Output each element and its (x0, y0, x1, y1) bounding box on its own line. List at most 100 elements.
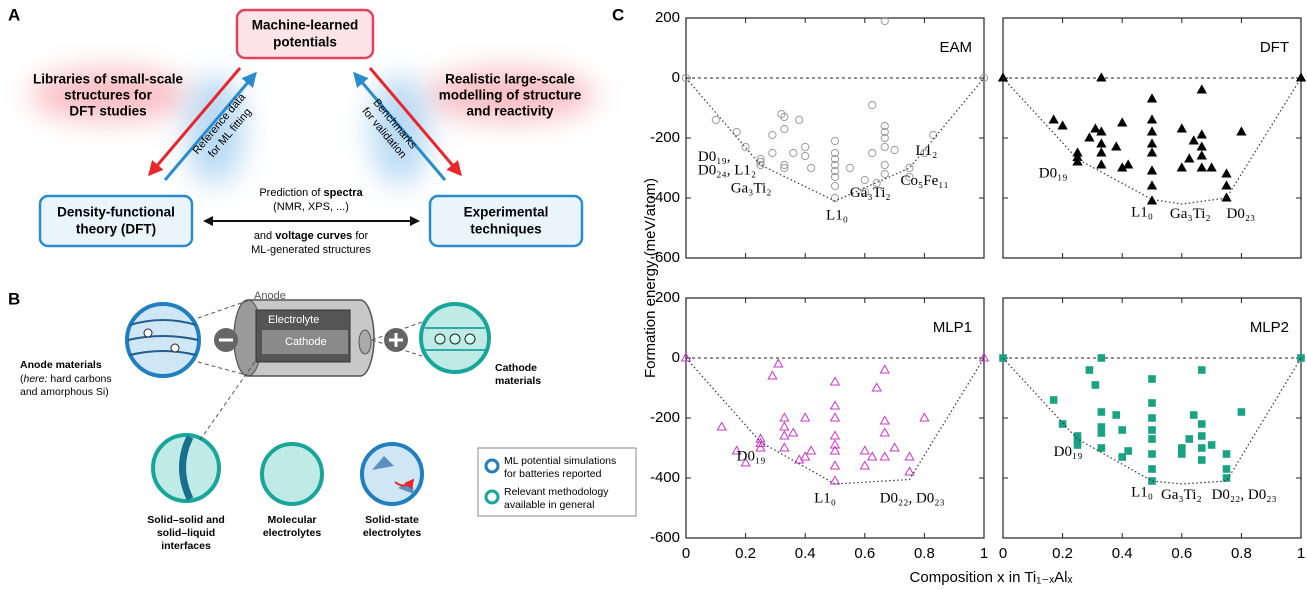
diagram: Machine-learned potentials Density-funct… (30, 8, 595, 256)
point (1197, 456, 1206, 464)
point (830, 181, 840, 191)
annotation: D0₁₉ (737, 448, 766, 464)
point (1148, 477, 1156, 485)
annotation: L1₀ (1131, 484, 1153, 500)
point (1146, 126, 1158, 136)
battery-illustration: Anode Electrolyte Cathode Anode material… (20, 290, 637, 552)
node-label: theory (DFT) (76, 222, 156, 237)
y-tick-label: 0 (672, 349, 680, 366)
point (860, 175, 869, 185)
x-tick-label: 0.2 (1052, 545, 1073, 562)
point (979, 73, 989, 83)
label: Solid-state (365, 514, 419, 526)
material-detail (394, 478, 415, 490)
point (1073, 441, 1082, 449)
legend-swatch (484, 489, 500, 505)
annotation: D0₁₉ (1039, 165, 1068, 181)
point (1146, 147, 1158, 157)
point (1197, 420, 1206, 428)
panel-title: MLP2 (1250, 319, 1289, 336)
point (860, 187, 869, 197)
legend-label: for batteries reported (504, 468, 602, 480)
point (829, 412, 841, 422)
point (1111, 141, 1122, 151)
node-box (38, 194, 194, 248)
hull-line (685, 77, 985, 202)
arrow (163, 71, 257, 181)
plot-frame (1002, 17, 1302, 259)
point (1148, 375, 1156, 383)
point (807, 163, 816, 173)
point (880, 160, 889, 170)
material-detail (425, 327, 485, 351)
x-tick-label: 0.8 (914, 545, 935, 562)
arrow (148, 67, 242, 177)
point (880, 127, 889, 137)
point (904, 451, 915, 461)
label: and amorphous Si) (20, 386, 109, 398)
point (867, 451, 878, 461)
atom (434, 333, 446, 345)
point (1090, 123, 1101, 133)
y-tick-label: -200 (650, 129, 680, 146)
legend-label: available in general (504, 499, 594, 511)
annotation: Ga₃Ti₂ (1170, 206, 1211, 222)
point (1222, 474, 1231, 482)
label: Anode (254, 290, 286, 302)
panel-label: A (8, 5, 20, 24)
point (1295, 72, 1307, 82)
point (1148, 465, 1156, 473)
point (755, 442, 766, 452)
point (889, 442, 900, 452)
y-tick-label: -200 (650, 409, 680, 426)
point (871, 382, 882, 392)
point (868, 148, 877, 158)
node-label: Experimental (464, 205, 549, 220)
plot: 0 0.2 0.4 0.6 0.8 1 MLP2 D0₁₉ L1₀ Ga₃Ti₂ D0₂₂, D0₂… (999, 297, 1305, 562)
point (1096, 126, 1107, 136)
legend-swatch (484, 458, 500, 474)
point (1118, 453, 1126, 461)
point (880, 133, 889, 143)
point (1237, 408, 1246, 416)
point (1178, 450, 1186, 458)
point (777, 109, 786, 119)
node-box (428, 194, 584, 248)
cloud-label: DFT studies (69, 104, 146, 119)
y-tick-label: 0 (672, 69, 680, 86)
plus-sign (389, 333, 403, 347)
point (1057, 120, 1068, 130)
point (780, 163, 789, 173)
cloud-label: Libraries of small-scale (33, 72, 184, 87)
panel-title: MLP1 (933, 319, 972, 336)
point (1117, 117, 1128, 127)
y-tick-label: 200 (655, 9, 680, 26)
legend-box (477, 447, 637, 517)
label: materials (495, 375, 541, 387)
point (1196, 141, 1207, 151)
point (890, 145, 899, 155)
label-part: here: (24, 373, 48, 385)
x-tick-label: 1 (1297, 545, 1305, 562)
label: electrolytes (363, 527, 422, 539)
label: interfaces (161, 540, 211, 552)
point (1112, 411, 1121, 419)
atom (464, 333, 476, 345)
atom (143, 328, 153, 338)
arrow (368, 67, 462, 177)
edge-label: ML-generated structures (251, 244, 371, 256)
panel-label: B (8, 289, 20, 308)
cloud (30, 69, 190, 121)
point (879, 364, 890, 374)
point (868, 100, 877, 110)
x-tick-label: 0.4 (1112, 545, 1133, 562)
material-detail (127, 319, 199, 356)
point (740, 457, 751, 467)
annotation: D0₁₉, (698, 149, 731, 165)
material-detail (372, 456, 414, 494)
point (929, 130, 938, 140)
cloud-label: Realistic large-scale (445, 72, 575, 87)
point (829, 439, 841, 449)
point (904, 466, 915, 476)
point (1096, 72, 1107, 82)
